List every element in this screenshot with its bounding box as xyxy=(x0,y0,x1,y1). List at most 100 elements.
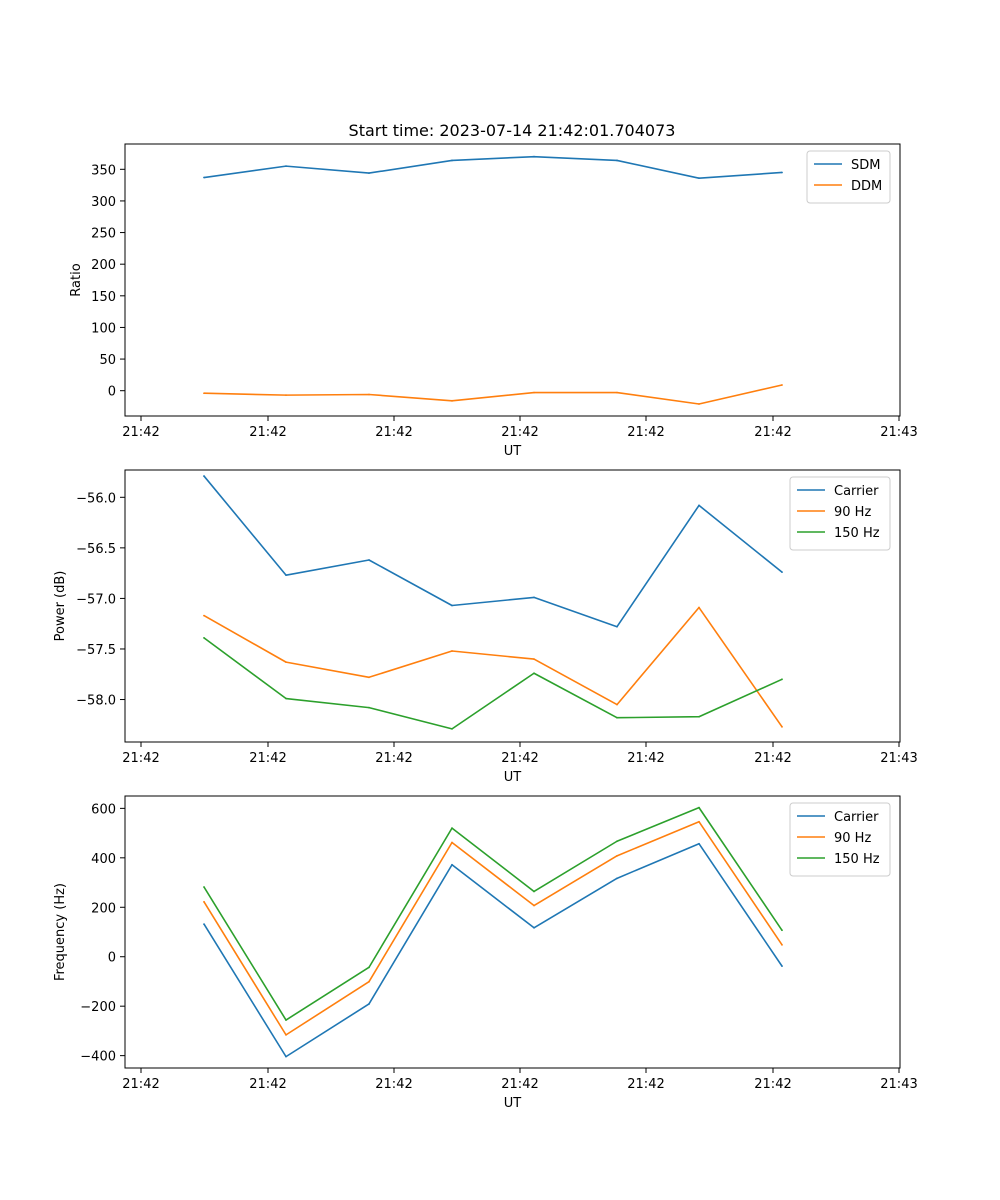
power-data-point xyxy=(285,574,287,577)
ratio-data-point xyxy=(203,392,205,395)
frequency-data-point xyxy=(451,841,453,844)
power-x-tick-label: 21:42 xyxy=(501,751,538,766)
power-data-point xyxy=(616,703,618,706)
frequency-series-line-150-hz xyxy=(203,806,783,1021)
frequency-y-tick-label: 200 xyxy=(91,901,116,916)
frequency-legend-label: Carrier xyxy=(834,810,879,825)
frequency-legend-label: 150 Hz xyxy=(834,852,880,867)
power-data-point xyxy=(533,658,535,660)
ratio-data-point xyxy=(533,155,535,158)
power-data-point xyxy=(368,559,370,561)
frequency-data-point xyxy=(368,966,370,969)
frequency-data-point xyxy=(781,943,783,946)
power-data-point xyxy=(451,650,453,652)
frequency-y-axis-label: Frequency (Hz) xyxy=(53,883,68,981)
frequency-legend: Carrier 90 Hz 150 Hz xyxy=(789,802,891,877)
ratio-y-tick-label: 250 xyxy=(91,227,116,242)
ratio-data-point xyxy=(616,391,618,394)
frequency-data-point xyxy=(533,926,535,929)
ratio-plot-frame xyxy=(124,143,901,417)
ratio-data-point xyxy=(451,399,453,402)
ratio-series-line-sdm xyxy=(203,155,783,179)
frequency-data-point xyxy=(533,904,535,907)
power-data-point xyxy=(203,475,205,477)
ratio-y-axis-label: Ratio xyxy=(69,263,84,296)
ratio-x-tick-label: 21:42 xyxy=(122,425,159,440)
frequency-data-point xyxy=(698,820,700,823)
power-legend-label: 150 Hz xyxy=(834,526,880,541)
frequency-x-tick-label: 21:42 xyxy=(249,1077,286,1092)
power-data-point xyxy=(616,625,618,628)
ratio-x-tick-label: 21:42 xyxy=(375,425,412,440)
frequency-data-point xyxy=(451,863,453,866)
frequency-x-tick-label: 21:42 xyxy=(754,1077,791,1092)
power-x-tick-label: 21:42 xyxy=(249,751,286,766)
ratio-y-tick-label: 150 xyxy=(91,290,116,305)
power-y-axis-label: Power (dB) xyxy=(53,571,68,642)
power-legend-label: Carrier xyxy=(834,484,879,499)
ratio-y-tick-label: 0 xyxy=(108,385,116,400)
frequency-y-tick-label: −400 xyxy=(80,1050,116,1065)
ratio-data-point xyxy=(781,384,783,386)
power-x-tick-label: 21:42 xyxy=(122,751,159,766)
power-data-point xyxy=(451,604,453,607)
power-series-line-90-hz xyxy=(203,606,783,728)
ratio-data-point xyxy=(285,165,287,168)
frequency-plot-frame xyxy=(124,795,901,1069)
ratio-legend-label: DDM xyxy=(851,179,882,194)
power-y-tick-label: −57.5 xyxy=(76,643,116,658)
ratio-data-point xyxy=(451,159,453,162)
frequency-x-axis-label: UT xyxy=(504,1096,522,1111)
power-legend-label: 90 Hz xyxy=(834,505,871,520)
power-x-tick-label: 21:42 xyxy=(375,751,412,766)
frequency-data-point xyxy=(368,980,370,983)
power-data-point xyxy=(285,661,287,664)
ratio-data-point xyxy=(533,391,535,394)
frequency-x-tick-label: 21:42 xyxy=(122,1077,159,1092)
frequency-data-point xyxy=(285,1033,287,1036)
power-x-tick-label: 21:42 xyxy=(754,751,791,766)
frequency-data-point xyxy=(368,1003,370,1005)
frequency-x-tick-label: 21:43 xyxy=(880,1077,917,1092)
power-data-point xyxy=(616,716,618,719)
power-data-point xyxy=(368,676,370,679)
frequency-data-point xyxy=(203,900,205,903)
ratio-data-point xyxy=(285,394,287,397)
ratio-y-tick-label: 100 xyxy=(91,321,116,336)
ratio-legend: SDM DDM xyxy=(806,150,891,204)
ratio-panel: 21:42 21:42 21:42 21:42 21:42 21:42 21:43 0 50 10… xyxy=(69,143,918,459)
ratio-data-point xyxy=(203,176,205,179)
frequency-series-line-carrier xyxy=(203,842,783,1058)
frequency-data-point xyxy=(285,1055,287,1058)
frequency-data-point xyxy=(203,923,205,925)
ratio-x-tick-label: 21:42 xyxy=(249,425,286,440)
ratio-data-point xyxy=(616,159,618,162)
ratio-series-line-ddm xyxy=(203,384,783,405)
power-x-tick-label: 21:42 xyxy=(627,751,664,766)
frequency-y-tick-label: 400 xyxy=(91,852,116,867)
ratio-legend-label: SDM xyxy=(851,158,880,173)
power-x-tick-label: 21:43 xyxy=(880,751,917,766)
power-data-point xyxy=(698,715,700,718)
figure-title: Start time: 2023-07-14 21:42:01.704073 xyxy=(349,121,676,140)
ratio-y-tick-label: 200 xyxy=(91,258,116,273)
power-data-point xyxy=(533,672,535,675)
frequency-data-point xyxy=(616,877,618,880)
frequency-x-tick-label: 21:42 xyxy=(375,1077,412,1092)
power-plot-frame xyxy=(124,469,901,743)
frequency-x-tick-label: 21:42 xyxy=(501,1077,538,1092)
frequency-y-tick-label: 600 xyxy=(91,802,116,817)
frequency-series-line-90-hz xyxy=(203,820,783,1036)
power-data-point xyxy=(203,614,205,617)
power-y-tick-label: −58.0 xyxy=(76,694,116,709)
ratio-x-tick-label: 21:42 xyxy=(627,425,664,440)
ratio-data-point xyxy=(781,171,783,174)
ratio-x-axis-label: UT xyxy=(504,444,522,459)
power-data-point xyxy=(781,678,783,681)
power-panel: 21:42 21:42 21:42 21:42 21:42 21:42 21:43 −58.0… xyxy=(53,469,918,785)
power-data-point xyxy=(781,571,783,574)
ratio-y-tick-label: 350 xyxy=(91,163,116,178)
frequency-data-point xyxy=(616,840,618,843)
frequency-legend-label: 90 Hz xyxy=(834,831,871,846)
